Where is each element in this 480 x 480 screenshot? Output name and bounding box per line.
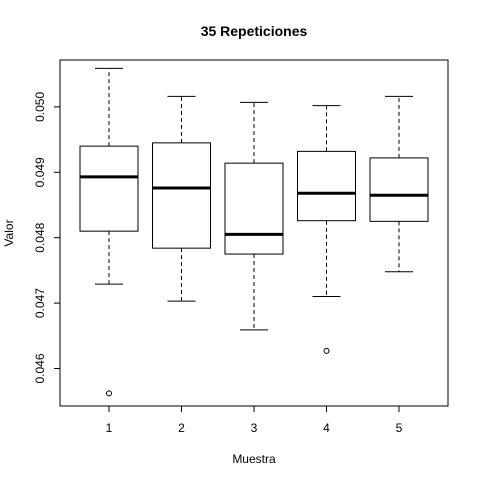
x-axis-label: Muestra	[232, 452, 276, 466]
box-3	[224, 101, 284, 331]
y-tick-label: 0.049	[33, 157, 47, 187]
box-group	[79, 67, 429, 397]
y-axis-label: Valor	[2, 219, 16, 246]
box-rect	[152, 142, 211, 249]
box-rect	[297, 150, 356, 222]
x-tick-label: 3	[251, 421, 258, 435]
x-axis: 1 2 3 4 5	[106, 405, 403, 435]
box-rect	[79, 145, 139, 232]
outlier-point	[106, 390, 112, 397]
x-tick-label: 2	[178, 421, 185, 435]
box-5	[369, 95, 429, 273]
box-rect	[369, 157, 429, 222]
outlier-point	[323, 347, 330, 354]
y-tick-label: 0.046	[33, 353, 47, 383]
x-tick-label: 1	[106, 421, 113, 435]
box-2	[152, 95, 211, 302]
x-tick-label: 4	[323, 421, 330, 435]
box-rect	[224, 162, 284, 255]
y-axis: 0.046 0.047 0.048 0.049 0.050	[33, 92, 61, 384]
y-tick-label: 0.047	[33, 288, 47, 318]
box-1	[79, 67, 139, 397]
y-tick-label: 0.048	[33, 222, 47, 252]
box-4	[297, 105, 356, 354]
chart-title: 35 Repeticiones	[201, 23, 308, 39]
x-tick-label: 5	[396, 421, 403, 435]
y-tick-label: 0.050	[33, 92, 47, 122]
